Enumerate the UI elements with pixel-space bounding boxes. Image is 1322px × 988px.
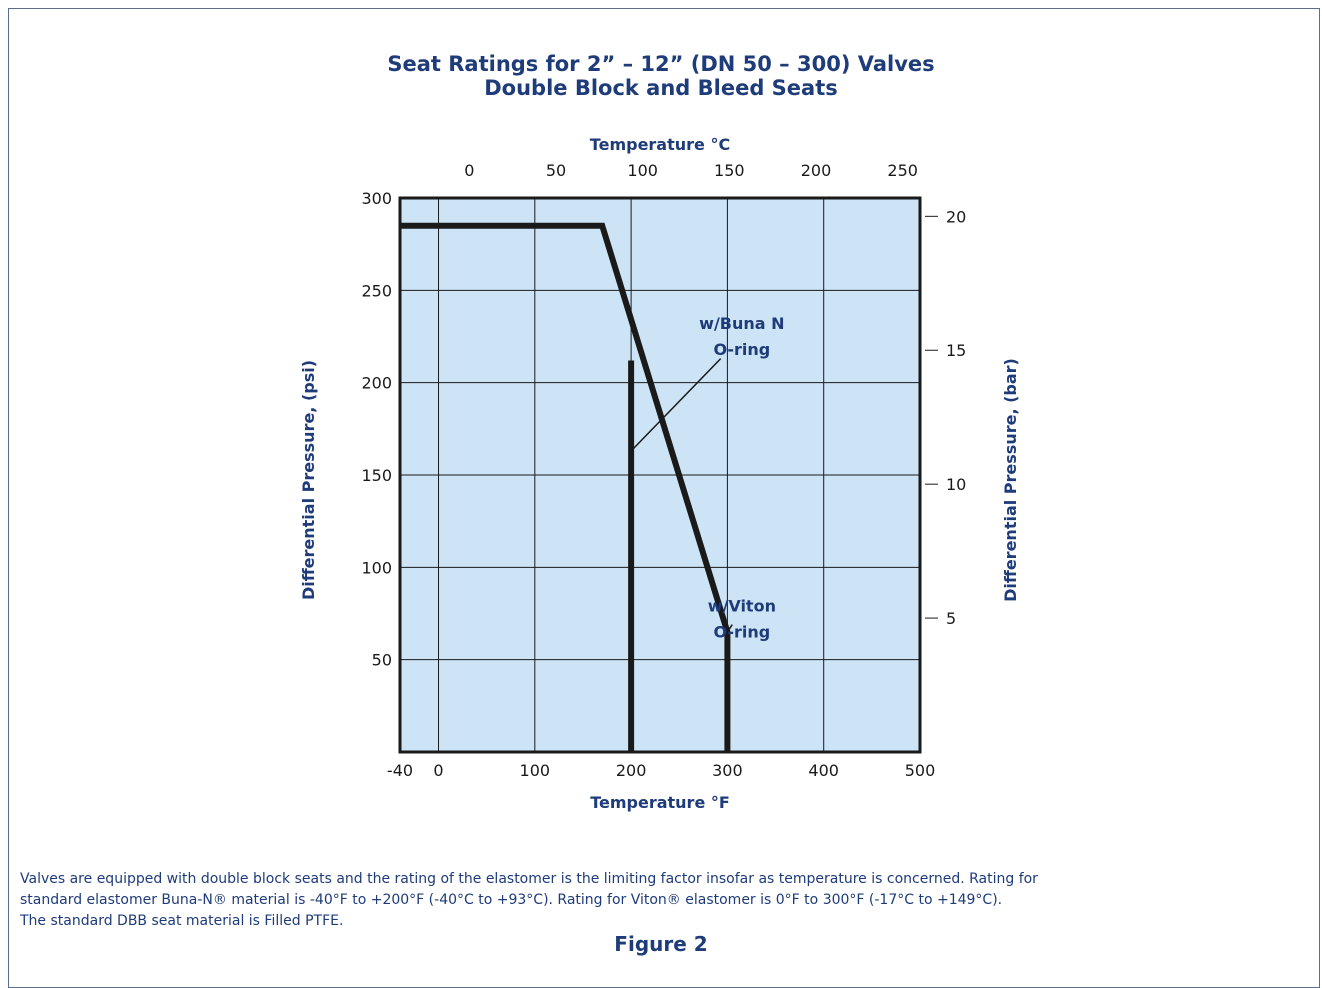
caption-line-2: standard elastomer Buna-N® material is -… bbox=[20, 892, 1003, 908]
annotation-buna-line: O-ring bbox=[713, 340, 770, 359]
y-tick-label: 250 bbox=[361, 281, 392, 300]
caption-line-3: The standard DBB seat material is Filled… bbox=[20, 913, 344, 929]
y-tick-label: 150 bbox=[361, 466, 392, 485]
x-tick-label: 200 bbox=[616, 761, 647, 780]
annotation-viton-line: w/Viton bbox=[708, 597, 776, 616]
annotation-pointer-viton bbox=[726, 624, 733, 633]
figure-label: Figure 2 bbox=[614, 932, 708, 956]
y-axis-title-right: Differential Pressure, (bar) bbox=[1001, 358, 1020, 602]
right-tick-label: 15 bbox=[946, 341, 966, 360]
top-tick-label: 150 bbox=[714, 161, 745, 180]
x-tick-label: -40 bbox=[387, 761, 413, 780]
right-tick-label: 5 bbox=[946, 609, 956, 628]
y-tick-label: 300 bbox=[361, 189, 392, 208]
top-tick-label: 100 bbox=[627, 161, 658, 180]
top-tick-label: 200 bbox=[801, 161, 832, 180]
x-tick-label: 500 bbox=[905, 761, 936, 780]
x-tick-label: 100 bbox=[520, 761, 551, 780]
series-main-curve bbox=[400, 222, 731, 752]
y-tick-label: 100 bbox=[361, 558, 392, 577]
annotation-pointer-buna bbox=[630, 358, 722, 452]
annotation-viton-line: O-ring bbox=[713, 623, 770, 642]
y-tick-label: 200 bbox=[361, 374, 392, 393]
chart-title: Seat Ratings for 2” – 12” (DN 50 – 300) … bbox=[387, 52, 935, 76]
plot-border bbox=[398, 196, 922, 754]
top-tick-label: 50 bbox=[546, 161, 566, 180]
x-tick-label: 400 bbox=[808, 761, 839, 780]
right-tick-label: 20 bbox=[946, 207, 966, 226]
caption: Valves are equipped with double block se… bbox=[20, 869, 1310, 932]
x-tick-label: 300 bbox=[712, 761, 743, 780]
annotation-buna-line: w/Buna N bbox=[699, 314, 784, 333]
y-axis-title-left: Differential Pressure, (psi) bbox=[299, 360, 318, 600]
top-tick-label: 0 bbox=[464, 161, 474, 180]
top-tick-label: 250 bbox=[887, 161, 918, 180]
caption-line-1: Valves are equipped with double block se… bbox=[20, 871, 1038, 887]
x-axis-title-top: Temperature °C bbox=[590, 135, 730, 154]
chart: -40 0 100 200 300 400 500 50 100 150 200 250 300 0 50 1… bbox=[299, 135, 1020, 812]
y-tick-label: 50 bbox=[372, 651, 392, 670]
x-axis-title-bottom: Temperature °F bbox=[590, 793, 730, 812]
chart-subtitle: Double Block and Bleed Seats bbox=[484, 76, 838, 100]
x-tick-label: 0 bbox=[433, 761, 443, 780]
right-tick-label: 10 bbox=[946, 475, 966, 494]
